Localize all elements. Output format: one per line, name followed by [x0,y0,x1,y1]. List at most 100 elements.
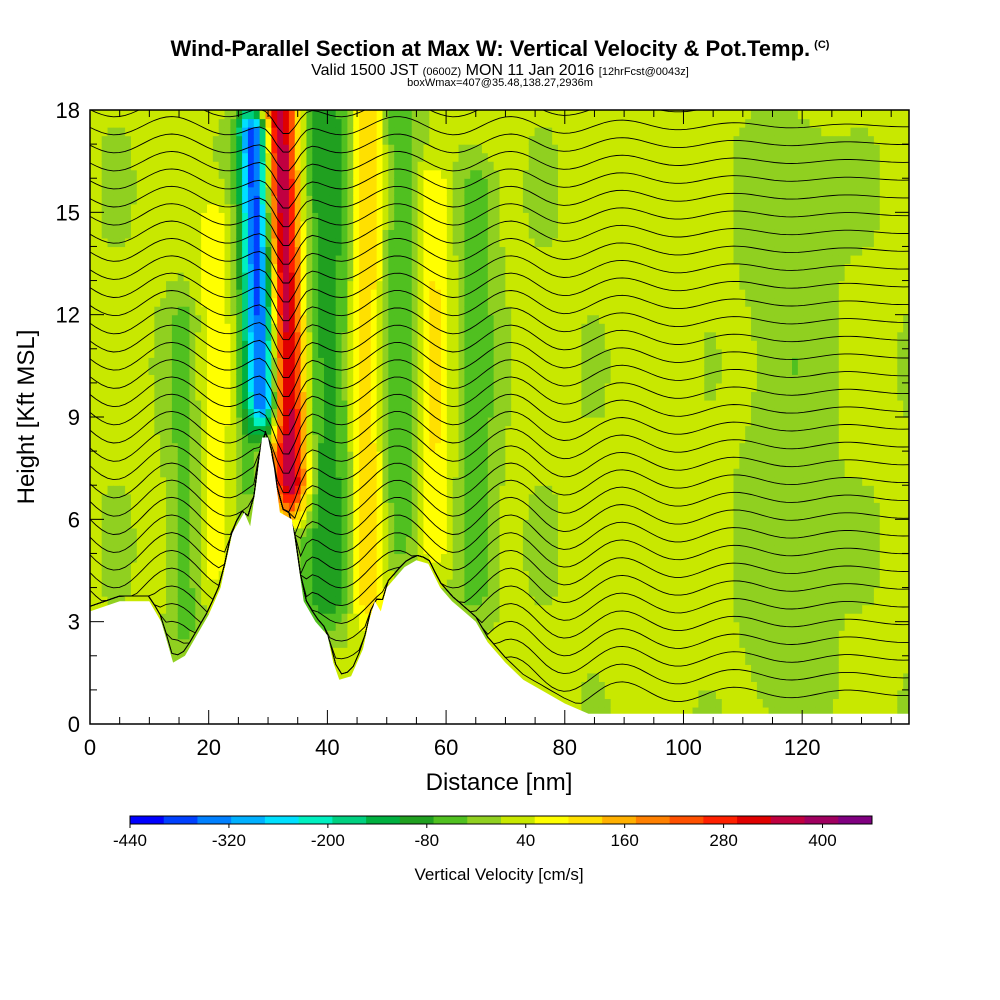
w-cell [242,357,249,367]
w-cell [183,135,191,145]
w-cell [394,212,401,222]
w-cell [107,365,114,375]
w-cell [119,468,126,478]
w-cell [405,331,413,341]
w-cell [417,263,425,273]
w-cell [341,127,348,137]
w-cell [189,527,196,537]
w-cell [388,237,395,248]
w-cell [283,434,290,444]
w-cell [405,468,413,478]
w-cell [283,442,290,452]
w-cell [476,408,483,418]
w-cell [95,220,103,230]
w-cell [130,195,138,205]
w-cell [300,596,308,606]
w-cell [283,323,290,333]
w-cell [359,289,366,299]
w-cell [195,331,202,341]
w-cell [119,561,126,572]
w-cell [136,587,144,597]
w-cell [446,579,454,589]
w-cell [487,263,495,273]
w-cell [189,144,196,154]
w-cell [113,417,120,427]
w-cell [476,357,483,367]
w-cell [154,442,161,452]
w-cell [364,527,372,537]
w-cell [476,289,483,299]
w-cell [224,314,231,324]
w-cell [452,127,460,137]
w-cell [166,229,173,239]
w-cell [458,399,465,410]
w-cell [218,144,226,154]
w-cell [265,357,272,367]
w-cell [130,561,138,572]
w-cell [277,391,284,401]
w-cell [347,272,354,282]
w-cell [177,442,185,452]
w-cell [242,297,249,307]
w-cell [160,553,167,563]
w-cell [464,272,471,282]
w-cell [312,365,319,375]
w-cell [95,587,103,597]
w-cell [201,417,208,427]
w-cell [400,502,407,512]
w-cell [423,186,430,196]
w-cell [101,579,109,589]
w-cell [125,340,132,350]
w-cell [125,254,132,265]
w-cell [364,399,372,410]
w-cell [171,527,179,537]
w-cell [288,382,296,393]
w-cell [277,237,284,248]
w-cell [253,186,261,196]
w-cell [370,442,378,452]
w-cell [207,161,214,171]
w-cell [177,237,185,248]
w-cell [95,331,103,341]
w-cell [90,220,97,230]
w-cell [411,161,419,171]
w-cell [405,459,413,469]
w-cell [283,510,290,520]
w-cell [171,144,179,154]
w-cell [487,417,495,427]
w-cell [283,254,290,265]
w-cell [335,212,343,222]
w-cell [148,263,155,273]
w-cell [382,485,389,495]
w-cell [405,118,413,128]
w-cell [388,331,395,341]
w-cell [476,621,483,631]
w-cell [271,314,278,324]
w-cell [130,186,138,196]
w-cell [353,527,360,537]
w-cell [113,323,120,333]
w-cell [166,195,173,205]
w-cell [183,357,191,367]
w-cell [364,178,372,188]
w-cell [423,425,430,435]
w-cell [166,391,173,401]
w-cell [452,169,460,179]
w-cell [411,476,419,486]
w-cell [212,519,220,529]
w-cell [464,220,471,230]
w-cell [95,417,103,427]
w-cell [481,246,489,256]
w-cell [236,468,243,478]
w-cell [464,263,471,273]
w-cell [177,613,185,623]
w-cell [423,229,430,239]
w-cell [95,365,103,375]
w-cell [452,451,460,461]
w-cell [446,425,454,435]
w-cell [329,408,337,418]
w-cell [341,186,348,196]
w-cell [329,417,337,427]
w-cell [101,161,109,171]
w-cell [294,348,302,358]
